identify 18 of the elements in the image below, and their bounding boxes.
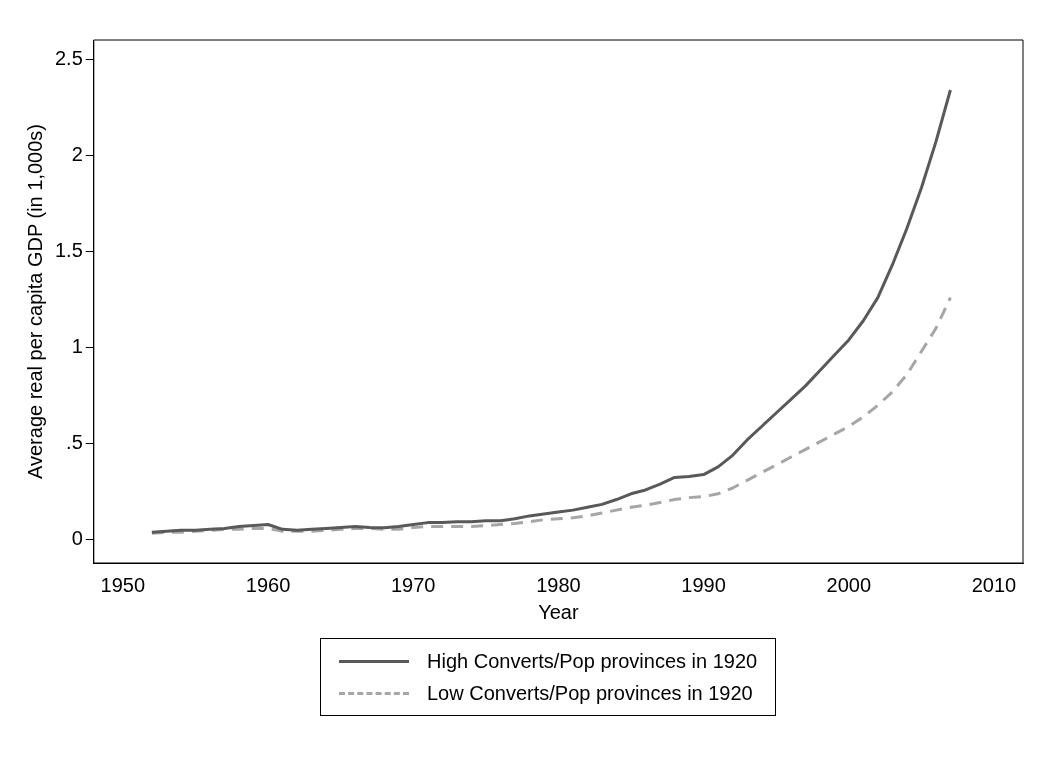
y-tick-label: 1.5	[54, 239, 83, 262]
y-tick-label: .5	[66, 431, 83, 454]
x-tick-label: 1970	[390, 573, 436, 596]
legend-label: High Converts/Pop provinces in 1920	[427, 649, 758, 673]
y-axis-title: Average real per capita GDP (in 1,000s)	[23, 123, 46, 480]
legend-label: Low Converts/Pop provinces in 1920	[427, 681, 753, 705]
y-tick-label: 2.5	[54, 46, 83, 69]
y-tick-label: 0	[71, 527, 83, 550]
x-tick-label: 1950	[100, 573, 146, 596]
x-axis-title: Year	[538, 600, 579, 623]
x-tick-label: 1980	[536, 573, 581, 596]
x-tick-label: 2000	[826, 573, 872, 596]
y-tick-label: 1	[71, 335, 83, 358]
line-series	[150, 296, 952, 535]
x-tick-label: 1960	[245, 573, 291, 596]
y-tick-label: 2	[71, 142, 83, 165]
x-tick-label: 1990	[681, 573, 726, 596]
x-tick-label: 2010	[971, 573, 1017, 596]
